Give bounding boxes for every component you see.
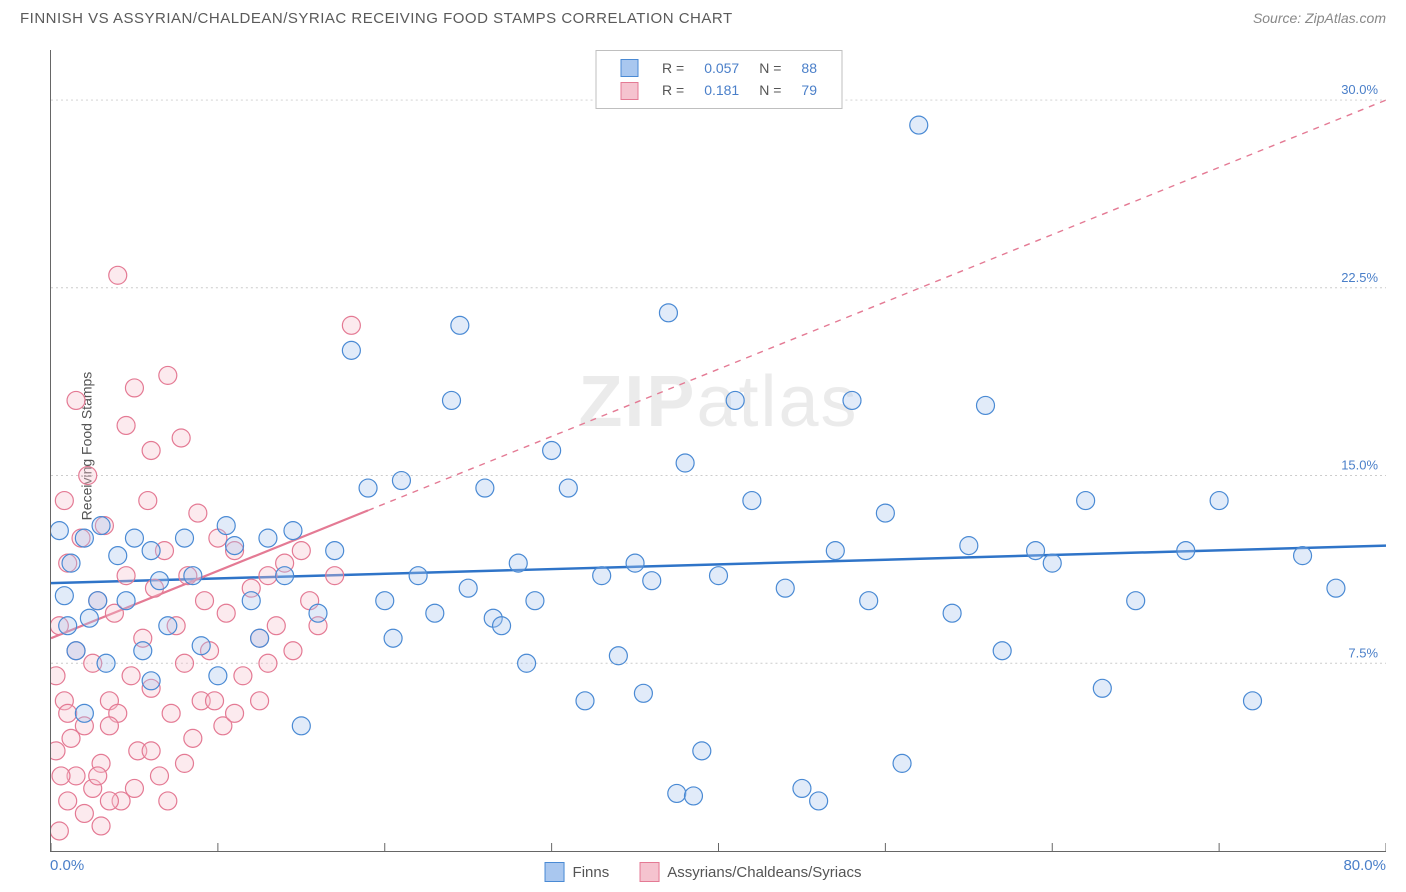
source-label: Source: ZipAtlas.com [1253,10,1386,26]
r-label: R = [652,57,694,79]
legend-item-finns: Finns [545,862,610,882]
legend-item-assyrians: Assyrians/Chaldeans/Syriacs [639,862,861,882]
legend-label: Assyrians/Chaldeans/Syriacs [667,864,861,881]
svg-text:22.5%: 22.5% [1341,270,1378,285]
chart-title: FINNISH VS ASSYRIAN/CHALDEAN/SYRIAC RECE… [20,10,733,27]
n-value: 88 [791,57,827,79]
r-label: R = [652,79,694,101]
n-label: N = [749,79,791,101]
series-legend: Finns Assyrians/Chaldeans/Syriacs [545,862,862,882]
legend-swatch [620,59,638,77]
x-axis-origin-label: 0.0% [50,857,84,874]
r-value: 0.181 [694,79,749,101]
chart-area: ZIPatlas 7.5%15.0%22.5%30.0% R = 0.057 N… [50,50,1386,852]
svg-text:15.0%: 15.0% [1341,458,1378,473]
n-label: N = [749,57,791,79]
legend-swatch [639,862,659,882]
correlation-legend: R = 0.057 N = 88 R = 0.181 N = 79 [595,50,842,109]
legend-row-assyrians: R = 0.181 N = 79 [610,79,827,101]
legend-row-finns: R = 0.057 N = 88 [610,57,827,79]
legend-swatch [620,82,638,100]
x-axis-max-label: 80.0% [1343,857,1386,874]
r-value: 0.057 [694,57,749,79]
svg-text:30.0%: 30.0% [1341,82,1378,97]
legend-label: Finns [573,864,610,881]
legend-swatch [545,862,565,882]
svg-text:7.5%: 7.5% [1348,645,1378,660]
n-value: 79 [791,79,827,101]
scatter-plot-svg: 7.5% 15.0% 22.5% 30.0% [51,50,1386,851]
